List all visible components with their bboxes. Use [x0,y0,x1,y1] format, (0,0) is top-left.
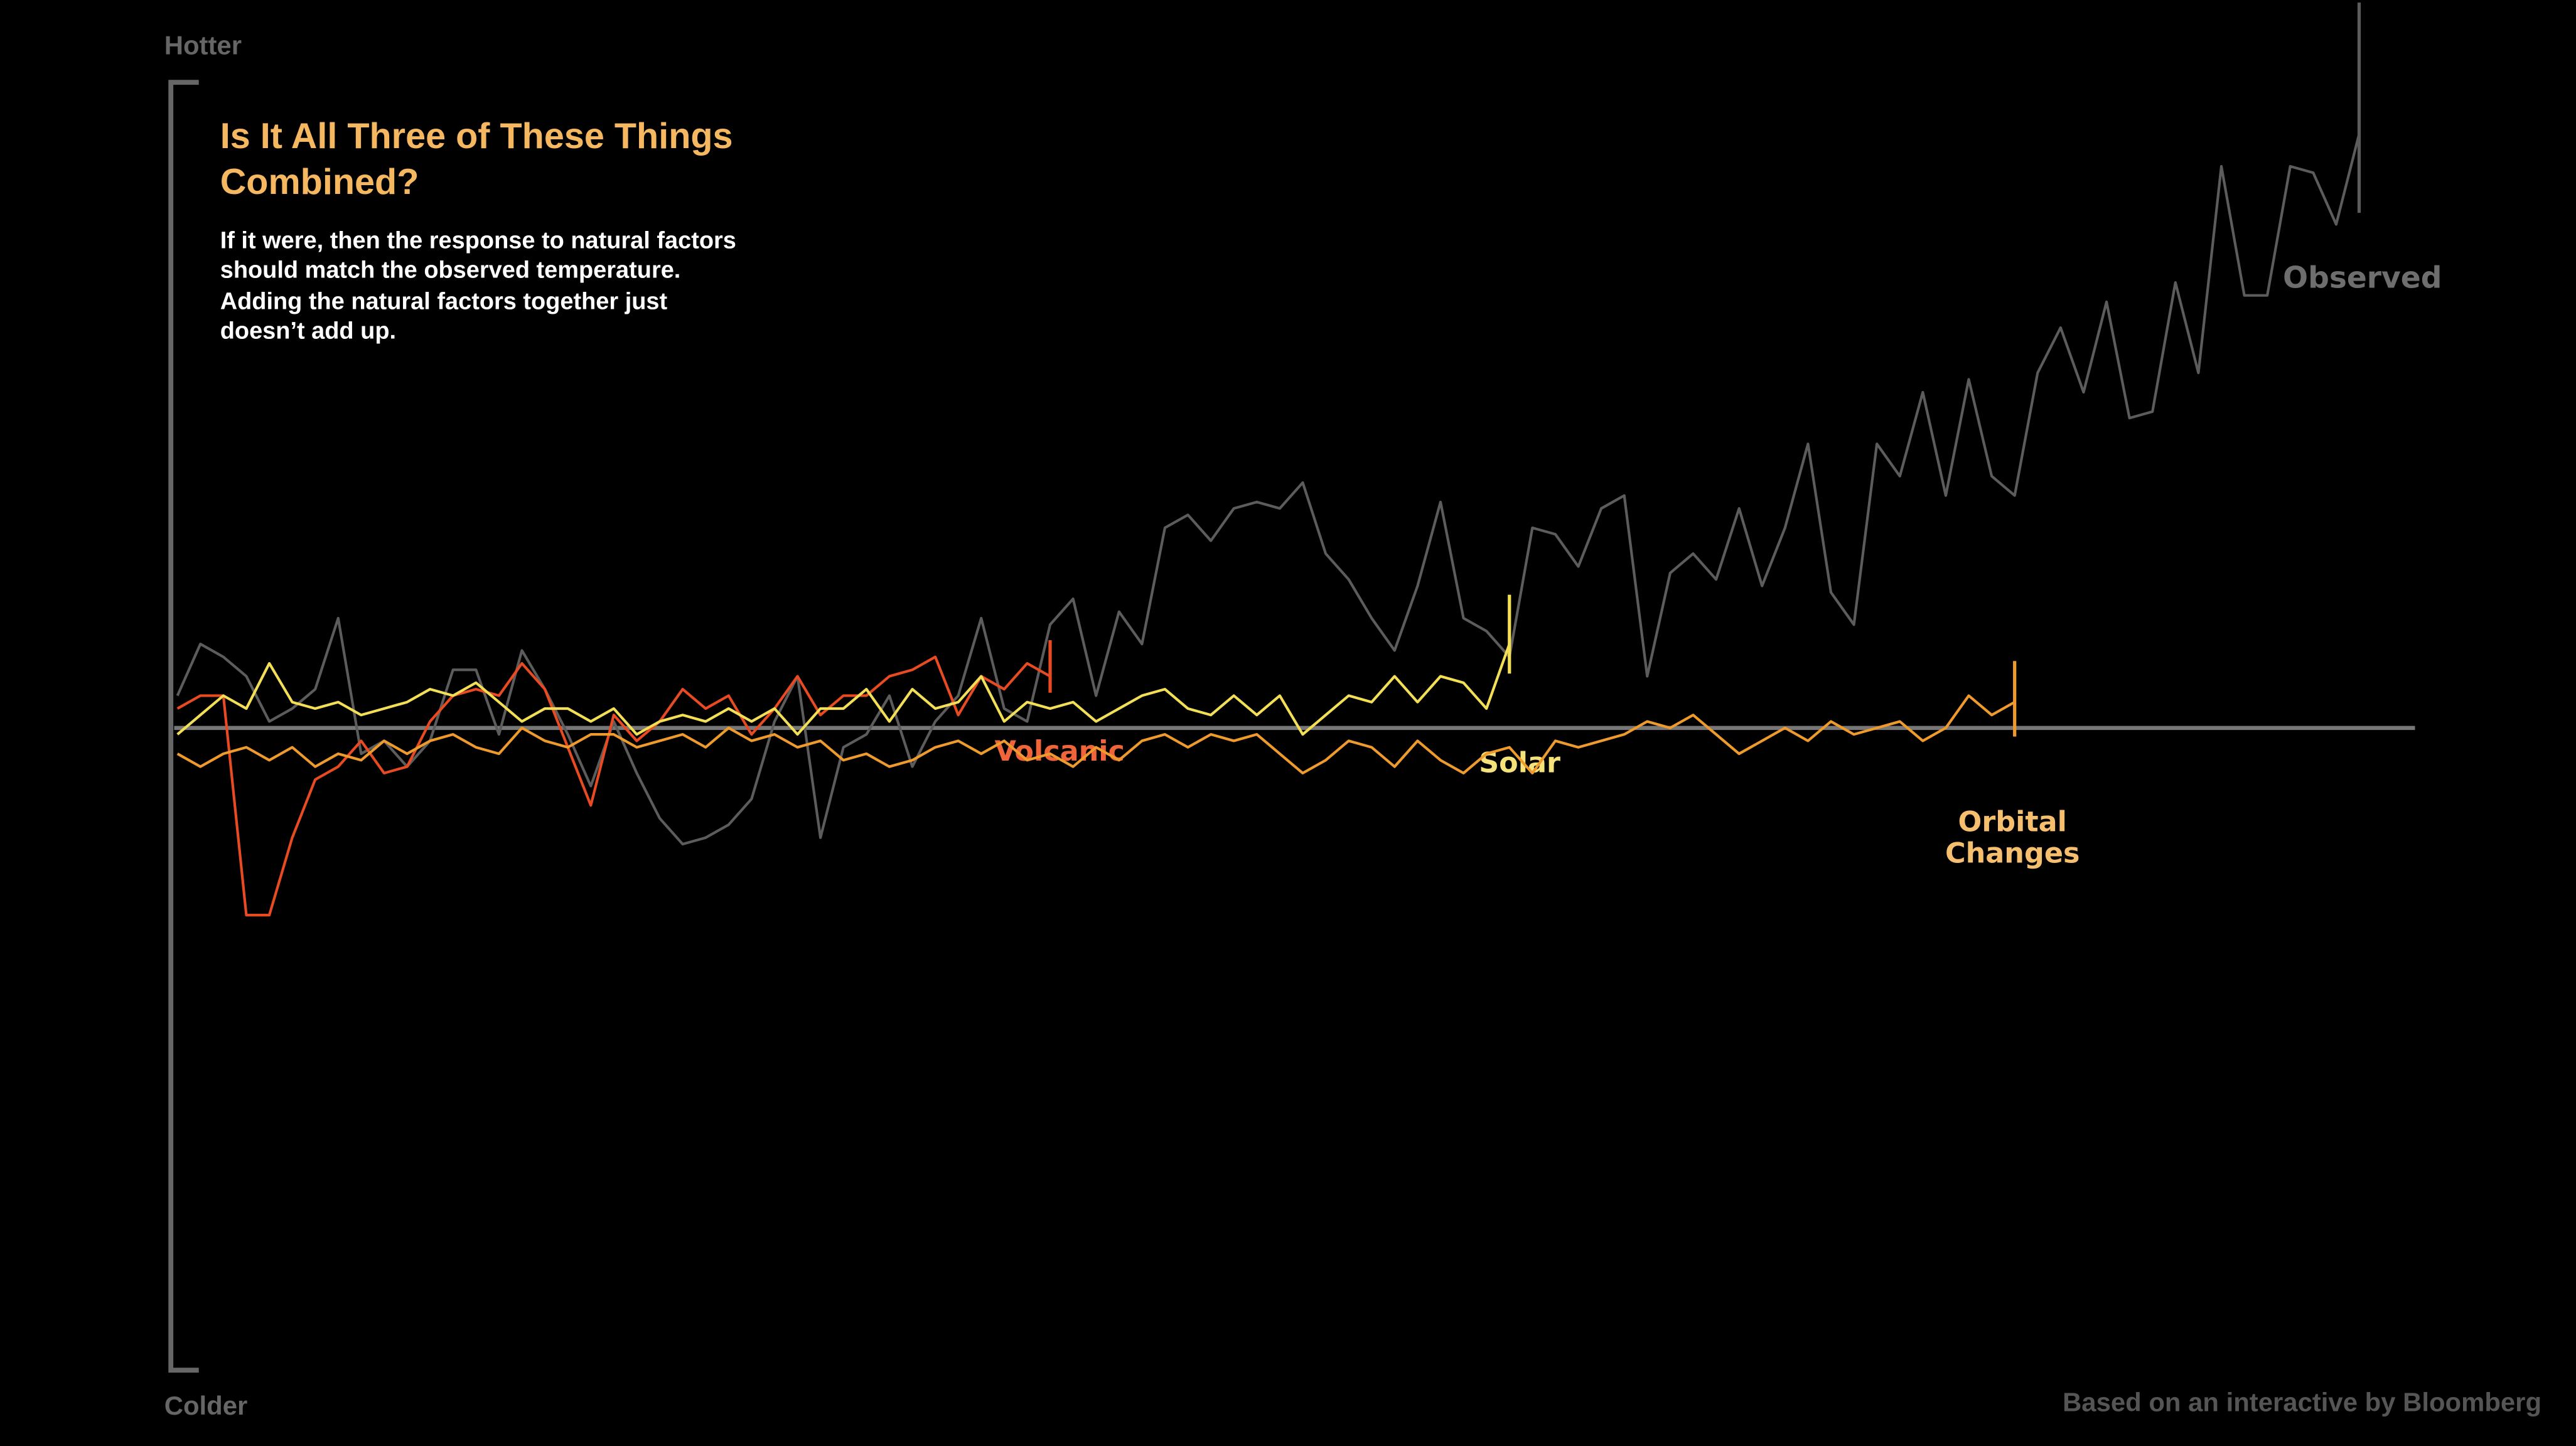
series-line [176,655,1051,917]
chart-title: Is It All Three of These Things [220,116,733,156]
series-label: Orbital Changes [1945,808,2080,871]
series-line [176,643,1511,736]
subtitle: doesn’t add up. [220,318,396,345]
subtitle: should match the observed temperature. [220,257,681,284]
subtitle: Adding the natural factors together just [220,288,668,314]
series-line [176,134,2361,846]
subtitle: If it were, then the response to natural… [220,228,736,254]
chart-title: Combined? [220,162,419,202]
y-bracket [168,80,199,1373]
source-note: Based on an interactive by Bloomberg [2063,1388,2541,1417]
y-bottom-label: Colder [164,1391,248,1420]
y-top-label: Hotter [164,31,242,60]
series-label-text: Orbital Changes [1945,808,2080,871]
series-line [176,694,2015,774]
series-label: Observed [2283,260,2442,295]
